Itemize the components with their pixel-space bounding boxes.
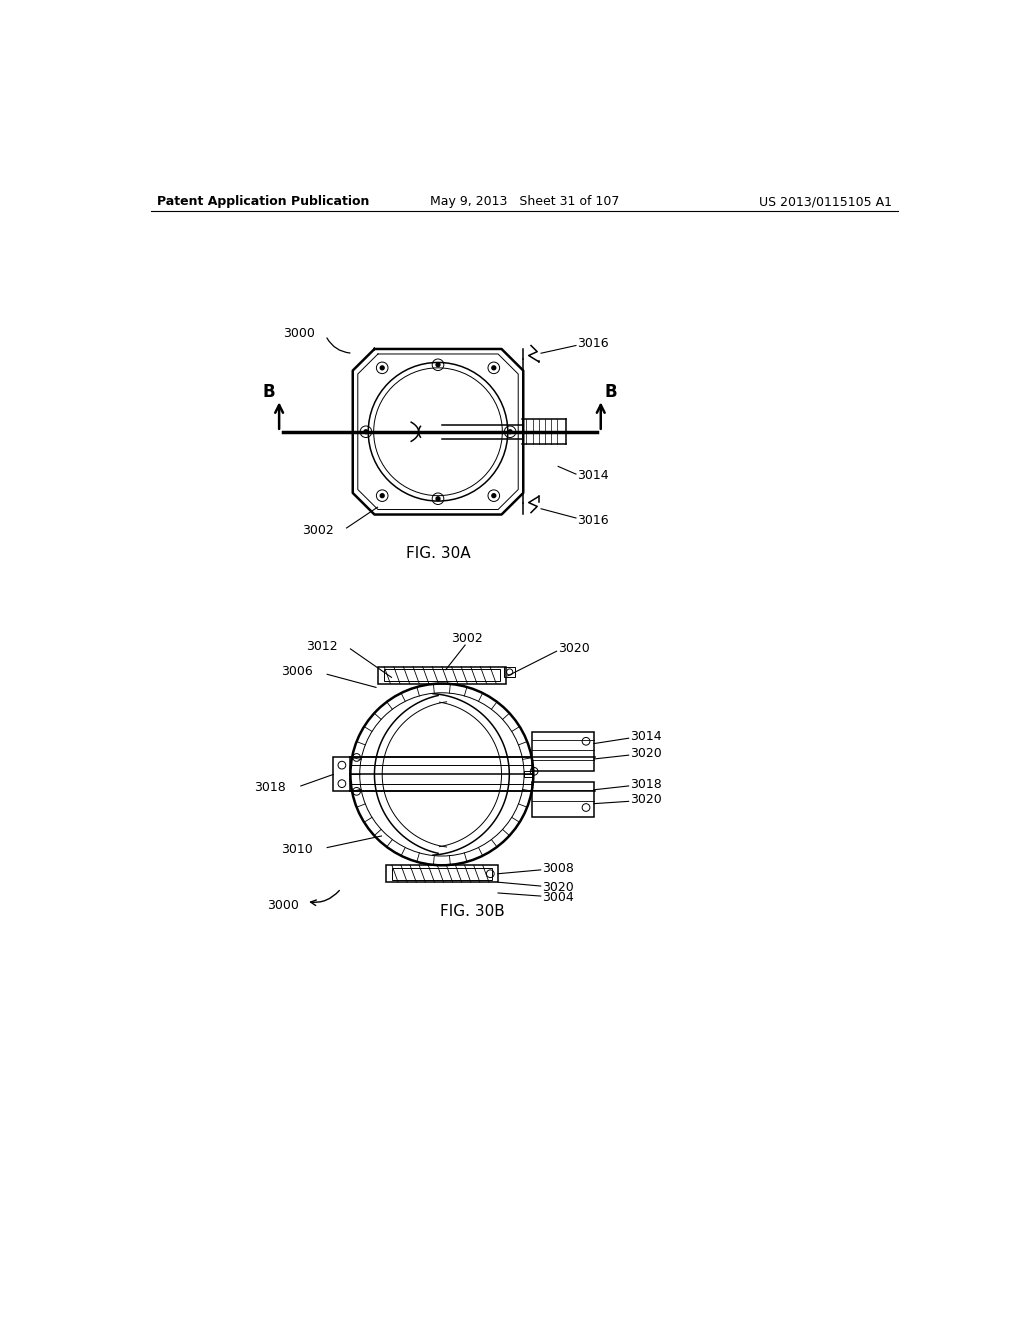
Text: 3002: 3002 — [452, 632, 483, 645]
Text: 3000: 3000 — [267, 899, 299, 912]
Circle shape — [380, 366, 384, 370]
Bar — [334, 758, 350, 792]
Text: 3020: 3020 — [630, 793, 662, 807]
Text: 3020: 3020 — [630, 747, 662, 760]
Text: 3014: 3014 — [630, 730, 662, 743]
Text: 3002: 3002 — [302, 524, 334, 537]
Text: 3004: 3004 — [543, 891, 574, 904]
Circle shape — [492, 366, 496, 370]
Bar — [524, 771, 531, 777]
Text: 3010: 3010 — [282, 843, 313, 857]
Text: 3020: 3020 — [543, 880, 574, 894]
Bar — [384, 669, 500, 681]
Circle shape — [364, 430, 368, 434]
Bar — [392, 867, 492, 880]
Text: May 9, 2013   Sheet 31 of 107: May 9, 2013 Sheet 31 of 107 — [430, 195, 620, 209]
Text: 3020: 3020 — [558, 643, 590, 656]
Circle shape — [508, 430, 512, 434]
Text: FIG. 30B: FIG. 30B — [440, 904, 505, 919]
Text: 3006: 3006 — [281, 665, 312, 678]
Bar — [531, 733, 594, 771]
Text: 3000: 3000 — [283, 326, 314, 339]
Text: B: B — [604, 383, 617, 401]
Text: 3014: 3014 — [578, 469, 609, 482]
Text: FIG. 30A: FIG. 30A — [406, 546, 470, 561]
Text: B: B — [263, 383, 275, 401]
Text: 3018: 3018 — [254, 781, 286, 795]
Bar — [531, 781, 594, 817]
Text: Patent Application Publication: Patent Application Publication — [158, 195, 370, 209]
Bar — [386, 866, 498, 882]
Circle shape — [380, 494, 384, 498]
Text: 3008: 3008 — [543, 862, 574, 875]
Text: 3016: 3016 — [578, 337, 609, 350]
Circle shape — [492, 494, 496, 498]
Text: 3012: 3012 — [306, 640, 338, 653]
Bar — [504, 667, 515, 677]
Text: US 2013/0115105 A1: US 2013/0115105 A1 — [759, 195, 892, 209]
Circle shape — [436, 363, 440, 367]
Text: 3018: 3018 — [630, 777, 662, 791]
Circle shape — [436, 496, 440, 500]
Text: 3016: 3016 — [578, 513, 609, 527]
Bar — [378, 667, 506, 684]
